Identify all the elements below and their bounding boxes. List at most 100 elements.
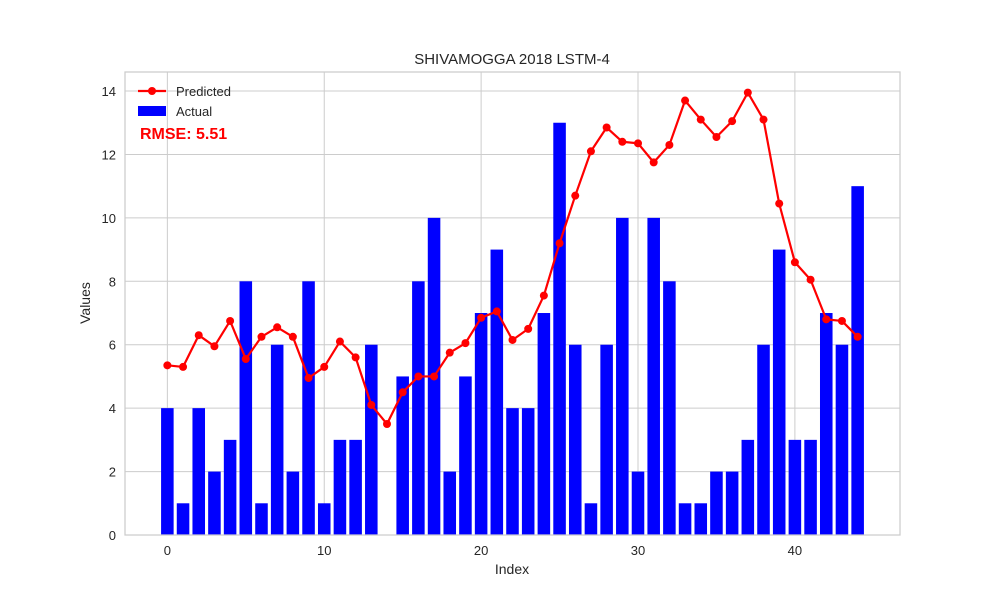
predicted-point <box>759 115 768 124</box>
bar-actual <box>741 439 755 535</box>
bar-actual <box>804 439 817 535</box>
chart-title: SHIVAMOGGA 2018 LSTM-4 <box>414 51 610 68</box>
bar-actual <box>631 471 645 535</box>
bar-actual <box>412 281 425 535</box>
bar-actual <box>616 217 629 535</box>
legend-predicted-label: Predicted <box>176 84 231 99</box>
y-tick-label: 10 <box>102 211 116 226</box>
predicted-point <box>163 361 172 370</box>
bar-actual <box>584 503 598 535</box>
bar-actual <box>317 503 331 535</box>
bar-actual <box>255 503 268 535</box>
predicted-point <box>273 323 282 332</box>
predicted-point <box>445 348 454 357</box>
predicted-point <box>351 353 360 362</box>
y-tick-label: 4 <box>109 401 116 416</box>
bar-actual <box>474 313 488 535</box>
bar-actual <box>772 249 786 535</box>
predicted-point <box>602 123 611 132</box>
predicted-point <box>477 313 486 322</box>
bar-actual <box>286 471 300 535</box>
bar-actual <box>223 439 237 535</box>
predicted-point <box>382 420 391 429</box>
y-axis-label: Values <box>77 282 93 324</box>
bar-actual <box>647 217 660 535</box>
predicted-point <box>571 191 580 200</box>
legend-predicted-marker <box>148 87 156 95</box>
legend: Predicted Actual <box>138 84 231 119</box>
predicted-point <box>649 158 658 167</box>
predicted-point <box>367 400 376 409</box>
predicted-point <box>288 332 297 341</box>
bar-actual <box>819 313 833 535</box>
bar-actual <box>725 471 739 535</box>
predicted-point <box>320 362 329 371</box>
bar-actual <box>678 503 692 535</box>
predicted-point <box>853 332 862 341</box>
rmse-annotation: RMSE: 5.51 <box>140 126 227 143</box>
line-series <box>163 88 862 429</box>
bar-actual <box>490 249 504 535</box>
bar-actual <box>333 439 347 535</box>
predicted-point <box>241 354 250 363</box>
predicted-point <box>508 335 517 344</box>
x-tick-label: 30 <box>631 543 645 558</box>
bar-actual <box>302 281 315 535</box>
predicted-point <box>822 315 831 324</box>
bar-actual <box>192 408 206 535</box>
predicted-point <box>775 199 784 208</box>
predicted-point <box>226 316 235 325</box>
y-tick-label: 0 <box>109 528 116 543</box>
bar-actual <box>568 344 582 535</box>
predicted-point <box>524 324 533 333</box>
bar-actual <box>161 408 174 535</box>
y-axis-ticks: 0 2 4 6 8 10 12 14 <box>102 84 116 543</box>
bar-actual <box>788 439 802 535</box>
bar-actual <box>757 344 770 535</box>
x-tick-label: 40 <box>788 543 802 558</box>
bar-actual <box>239 281 253 535</box>
y-tick-label: 8 <box>109 274 116 289</box>
x-axis-ticks: 0 10 20 30 40 <box>164 543 802 558</box>
bar-actual <box>459 376 472 535</box>
predicted-point <box>806 275 815 284</box>
predicted-point <box>586 147 595 156</box>
predicted-point <box>461 339 470 348</box>
predicted-point <box>696 115 705 124</box>
x-axis-label: Index <box>495 561 529 577</box>
y-tick-label: 14 <box>102 84 116 99</box>
x-tick-label: 20 <box>474 543 488 558</box>
predicted-point <box>414 372 423 381</box>
y-tick-label: 2 <box>109 465 116 480</box>
predicted-point <box>634 139 643 148</box>
predicted-point <box>335 337 344 346</box>
bar-actual <box>506 408 519 535</box>
y-tick-label: 12 <box>102 147 116 162</box>
x-tick-label: 0 <box>164 543 171 558</box>
predicted-point <box>790 258 799 267</box>
bar-actual <box>663 281 676 535</box>
predicted-point <box>665 140 674 149</box>
bar-actual <box>176 503 190 535</box>
predicted-point <box>179 362 188 371</box>
bar-actual <box>521 408 535 535</box>
plot-frame <box>124 71 901 536</box>
bar-actual <box>365 344 378 535</box>
bar-actual <box>835 344 849 535</box>
predicted-point <box>194 331 203 340</box>
predicted-point <box>539 291 548 300</box>
bar-actual <box>851 186 864 536</box>
predicted-point <box>210 342 219 351</box>
predicted-point <box>257 332 266 341</box>
predicted-point <box>743 88 752 97</box>
bar-actual <box>270 344 284 535</box>
y-tick-label: 6 <box>109 338 116 353</box>
bar-actual <box>710 471 723 535</box>
predicted-point <box>492 307 501 316</box>
bar-series <box>161 122 864 536</box>
bar-actual <box>553 122 566 536</box>
bar-actual <box>349 439 362 535</box>
bar-actual <box>208 471 221 535</box>
